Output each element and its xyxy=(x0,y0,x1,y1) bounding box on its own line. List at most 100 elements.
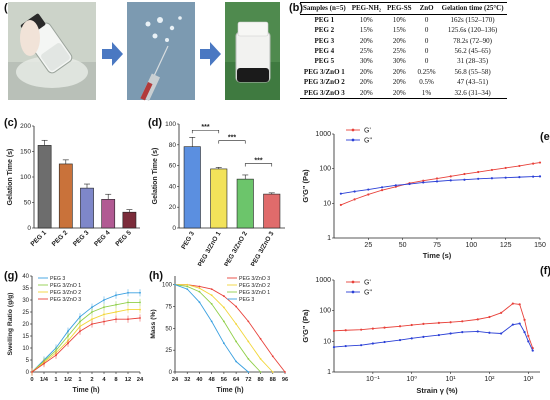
x-tick-label: 4 xyxy=(102,377,106,383)
table-cell: 20% xyxy=(359,78,373,87)
table-cell: 0 xyxy=(424,36,429,45)
data-point xyxy=(127,301,129,304)
data-point xyxy=(222,306,225,309)
data-point xyxy=(527,334,530,338)
table-row: PEG 1 10% 10% 0 162s (152–170) xyxy=(300,14,507,25)
data-point xyxy=(504,176,507,179)
y-tick-label: 35 xyxy=(22,286,29,292)
data-point xyxy=(344,344,347,348)
series-line xyxy=(333,323,534,351)
table-cell: 0 xyxy=(424,57,429,66)
gelation-table-grid: Samples (n=5) PEG-NH₂ PEG-SS ZnO Gelatio… xyxy=(300,2,507,99)
photo-vial-gel xyxy=(225,2,280,100)
data-point xyxy=(55,354,57,357)
y-tick-label: 50 xyxy=(24,200,32,207)
data-point xyxy=(463,172,466,176)
data-point xyxy=(271,355,274,358)
data-point xyxy=(139,291,141,294)
table-cell: PEG 4 xyxy=(314,47,335,56)
x-tick-label: PEG 4 xyxy=(93,229,112,248)
y-tick-label: 100 xyxy=(319,166,331,173)
x-tick-label: 1 xyxy=(78,377,82,383)
data-point xyxy=(91,311,93,313)
table-cell: 31 (28–35) xyxy=(457,57,489,66)
y-tick-label: 100 xyxy=(20,174,31,181)
data-point xyxy=(67,330,69,333)
x-tick-label: 25 xyxy=(364,242,372,249)
series-line xyxy=(340,162,541,206)
panel-label-h: (h) xyxy=(149,270,164,282)
data-point xyxy=(476,330,479,333)
y-axis-label: Mass (%) xyxy=(150,309,157,338)
table-row: PEG 4 25% 25% 0 56.2 (45–65) xyxy=(300,46,507,56)
data-point xyxy=(532,162,535,165)
data-point xyxy=(511,323,514,326)
bar xyxy=(122,211,137,229)
x-tick-label: 40 xyxy=(196,377,202,383)
data-point xyxy=(332,329,336,332)
data-point xyxy=(235,360,238,363)
data-point xyxy=(139,308,141,311)
series-line xyxy=(333,303,534,349)
y-axis-label: Gelation Time (s) xyxy=(7,149,14,206)
data-point xyxy=(67,342,69,345)
table-cell: 20% xyxy=(392,67,406,76)
arrow-icon xyxy=(102,42,123,66)
x-axis-label: Time (h) xyxy=(72,387,99,394)
data-point xyxy=(115,303,117,306)
y-tick-label: 5 xyxy=(26,358,30,364)
table-cell: 25% xyxy=(359,47,373,56)
y-tick-label: 50 xyxy=(165,326,172,332)
table-row: PEG 5 30% 30% 0 31 (28–35) xyxy=(300,56,507,66)
data-point xyxy=(488,315,491,319)
table-cell: 78.2s (72–90) xyxy=(453,36,493,45)
table-cell: PEG 3/ZnO 1 xyxy=(303,67,345,76)
table-cell: 56.8 (55–58) xyxy=(454,67,491,76)
data-point xyxy=(518,322,521,325)
data-point xyxy=(538,161,542,164)
significance-label: *** xyxy=(254,158,262,165)
data-point xyxy=(435,180,439,183)
data-point xyxy=(198,301,201,304)
data-point xyxy=(410,337,413,340)
data-point xyxy=(222,342,225,345)
bar xyxy=(210,168,228,229)
x-tick-label: 12 xyxy=(125,377,131,383)
data-point xyxy=(259,371,262,373)
x-tick-label: 1/2 xyxy=(64,377,72,383)
table-cell: 10% xyxy=(392,15,406,24)
x-tick-label: 0 xyxy=(30,377,33,383)
significance-label: *** xyxy=(201,124,209,131)
data-point xyxy=(461,320,464,323)
data-point xyxy=(210,294,213,297)
bar xyxy=(80,187,94,229)
table-header-cell: Samples (n=5) xyxy=(300,2,349,15)
data-point xyxy=(115,294,117,297)
y-tick-label: 10 xyxy=(22,346,29,352)
data-point xyxy=(449,179,452,182)
x-tick-label: 10¹ xyxy=(446,376,457,383)
x-tick-label: PEG 3/ZnO 3 xyxy=(250,230,276,266)
chart-f-strain-sweep: 1 10 100 1000 10⁻¹ 10⁰ 10¹ 10² 10³ Strain γ (%) G'… xyxy=(301,277,540,395)
table-cell: PEG 2 xyxy=(314,26,335,35)
data-point xyxy=(437,333,440,337)
x-tick-label: 125 xyxy=(500,242,512,249)
table-cell: 125.6s (120–136) xyxy=(447,26,498,35)
x-tick-label: 32 xyxy=(184,377,190,383)
data-point xyxy=(139,301,141,304)
data-point xyxy=(127,318,129,321)
table-cell: 15% xyxy=(359,26,373,35)
data-point xyxy=(500,332,503,335)
data-point xyxy=(79,325,81,328)
legend-label: PEG 3/ZnO 2 xyxy=(50,290,81,296)
data-point xyxy=(422,322,425,326)
table-cell: 47 (43–51) xyxy=(457,78,489,87)
table-cell: 20% xyxy=(359,36,373,45)
data-point xyxy=(394,184,397,187)
y-tick-label: 200 xyxy=(20,123,31,130)
legend-label: PEG 3 xyxy=(239,297,254,303)
data-point xyxy=(523,331,526,334)
data-point xyxy=(518,164,521,168)
data-point xyxy=(449,175,452,178)
data-point xyxy=(222,320,225,323)
